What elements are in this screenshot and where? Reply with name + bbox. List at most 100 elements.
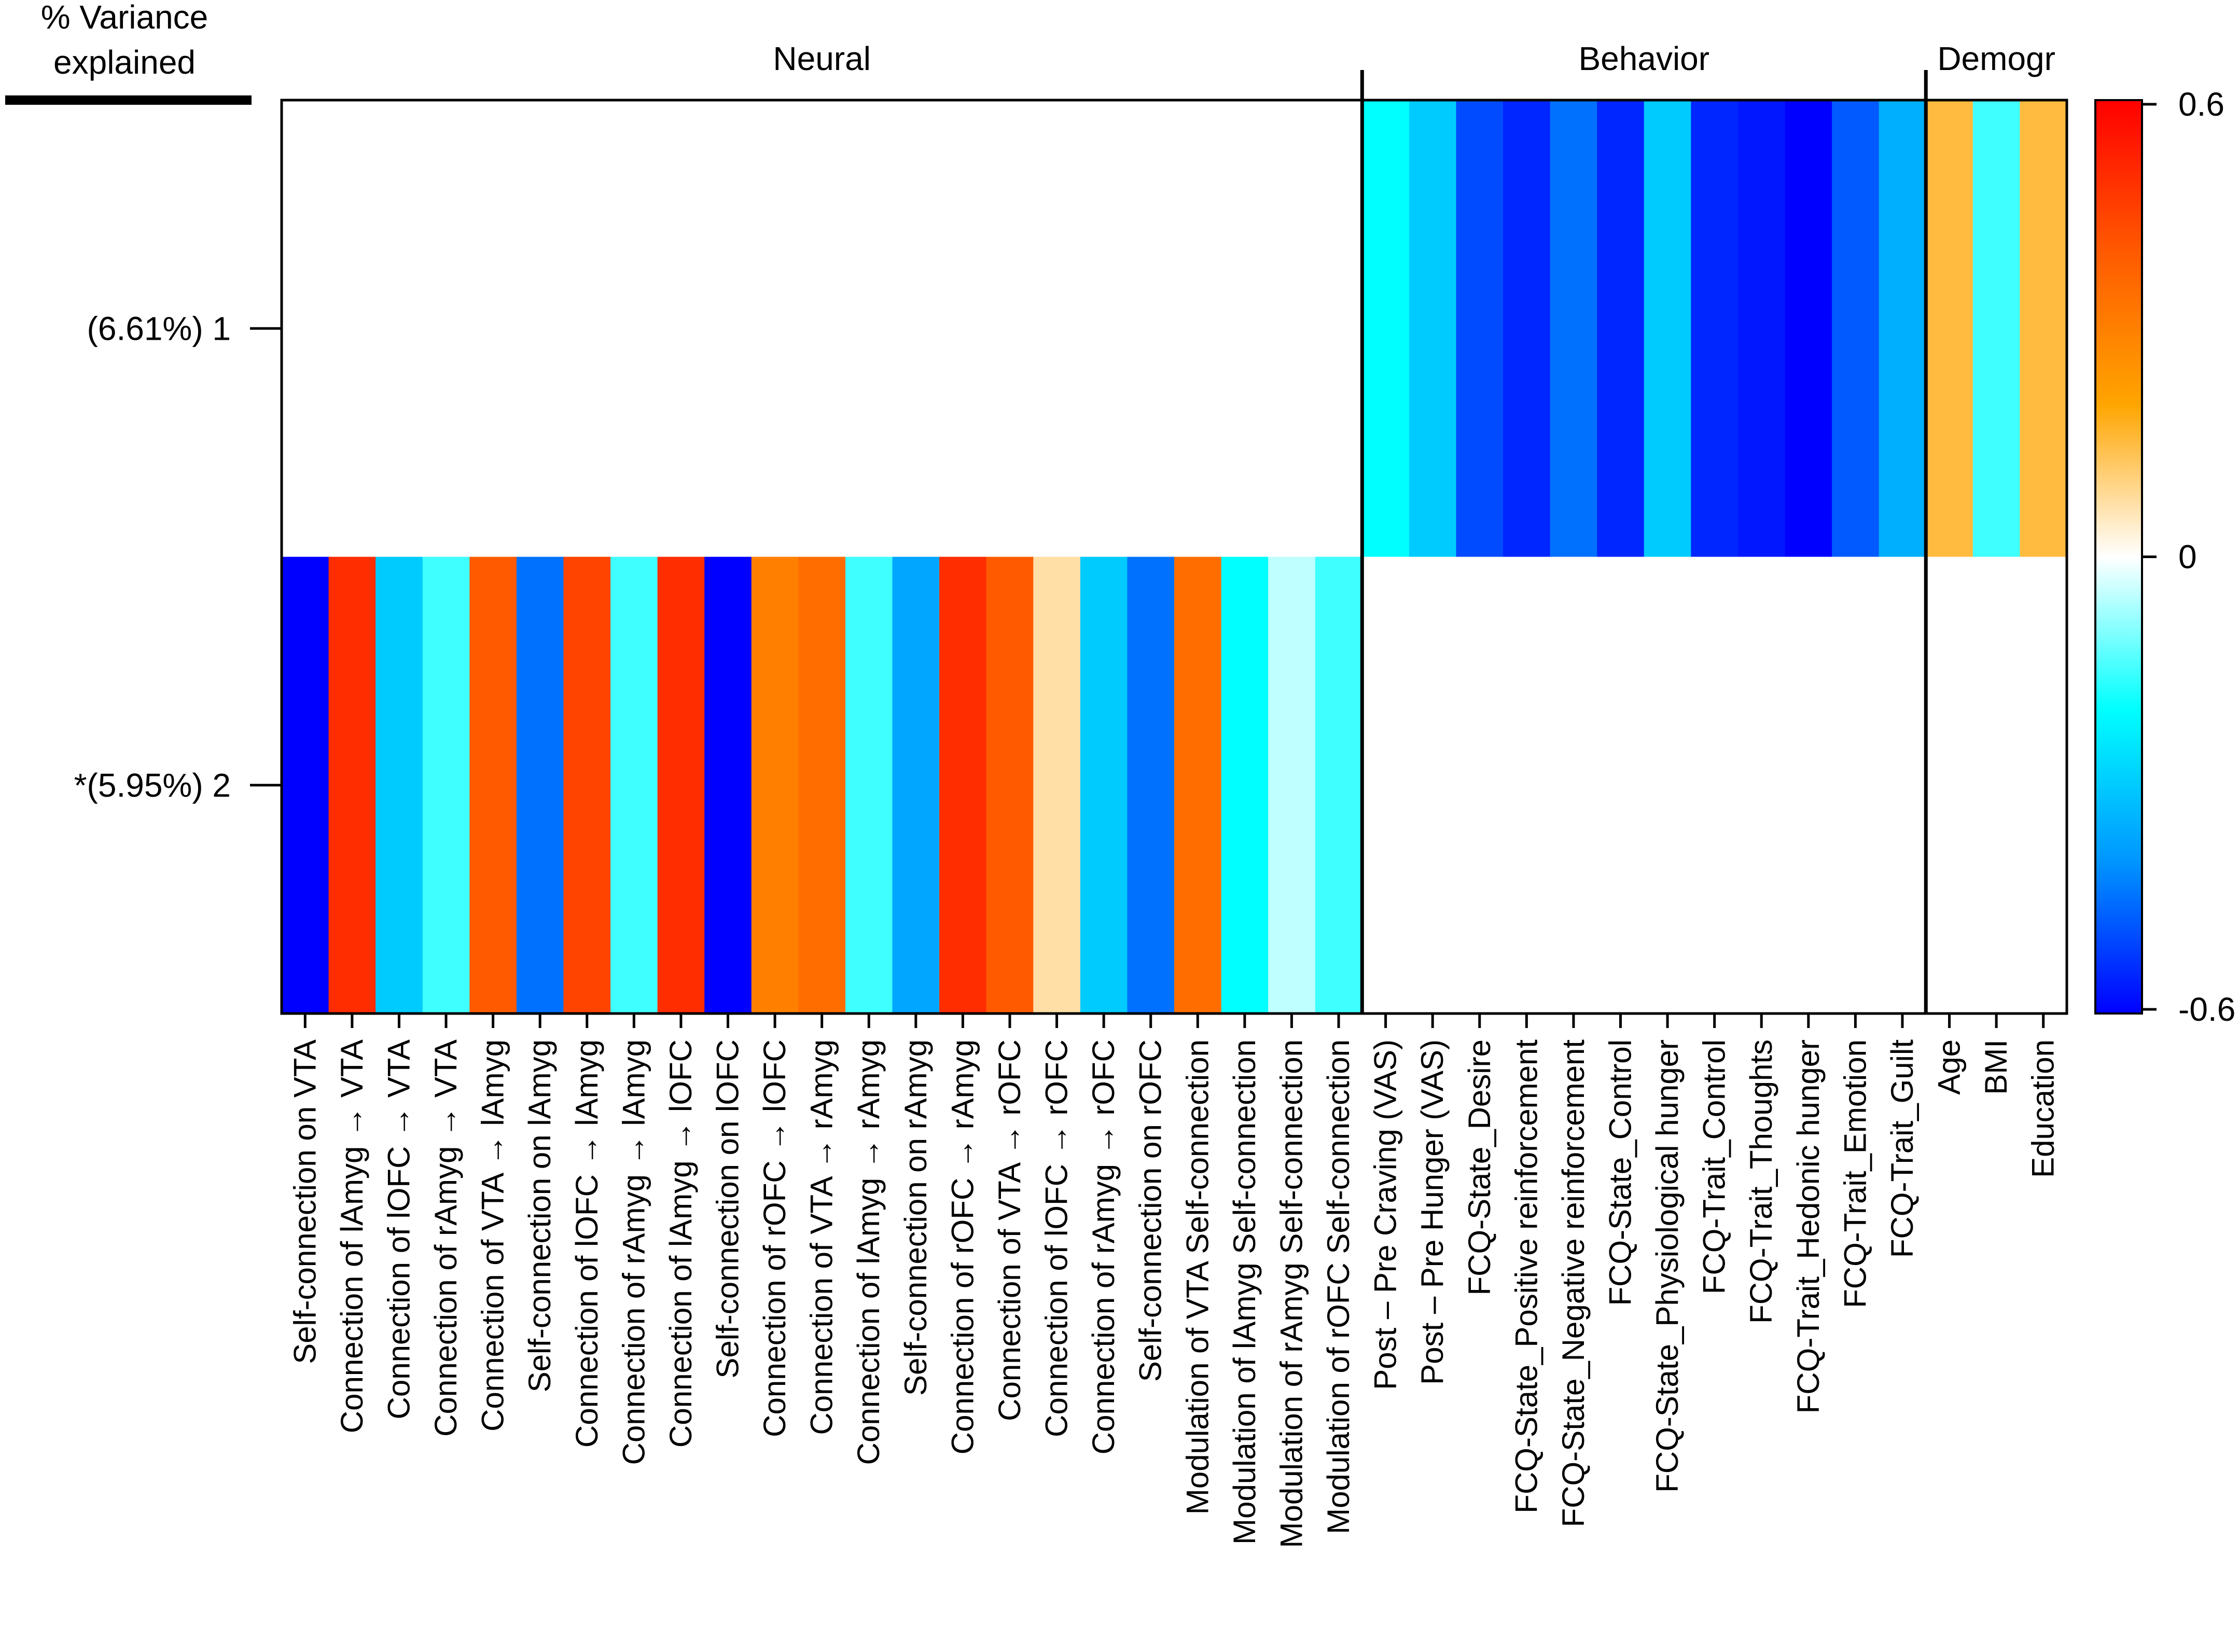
heatmap-cell-r1-c25: [1409, 100, 1457, 558]
column-label-9: Connection of lAmyg → lOFC: [663, 1039, 698, 1448]
heatmap-cell-r1-c3: [376, 100, 423, 558]
heatmap-cell-r2-c9: [657, 557, 705, 1014]
column-label-34: FCQ-Trait_Emotion: [1838, 1039, 1872, 1308]
column-label-19: Self-connection on rOFC: [1133, 1039, 1168, 1382]
heatmap-cell-r2-c19: [1127, 557, 1175, 1014]
row-axis-title-line2: explained: [53, 44, 196, 81]
column-label-7: Connection of lOFC → lAmyg: [569, 1039, 604, 1448]
heatmap-cell-r1-c38: [2020, 100, 2067, 558]
heatmap-cell-r1-c30: [1644, 100, 1691, 558]
heatmap-cell-r2-c21: [1221, 557, 1269, 1014]
group-label-demogr: Demogr: [1937, 40, 2055, 77]
column-label-26: FCQ-State_Desire: [1462, 1039, 1497, 1295]
row-axis-title-line1: % Variance: [41, 0, 208, 36]
heatmap-cells: [282, 100, 2067, 1014]
heatmap-cell-r2-c8: [610, 557, 658, 1014]
heatmap-cell-r1-c26: [1456, 100, 1504, 558]
column-label-13: Connection of lAmyg → rAmyg: [851, 1039, 886, 1465]
heatmap-cell-r1-c9: [657, 100, 705, 558]
column-label-20: Modulation of VTA Self-connection: [1180, 1039, 1215, 1515]
heatmap-cell-r2-c24: [1362, 557, 1410, 1014]
heatmap-frame: [280, 70, 2068, 1015]
column-label-6: Self-connection on lAmyg: [522, 1039, 557, 1392]
heatmap-cell-r2-c23: [1315, 557, 1362, 1014]
heatmap-cell-r1-c2: [328, 100, 376, 558]
column-label-36: Age: [1932, 1039, 1967, 1095]
heatmap-cell-r2-c27: [1503, 557, 1551, 1014]
group-label-behavior: Behavior: [1578, 40, 1709, 77]
heatmap-cell-r2-c18: [1080, 557, 1128, 1014]
row-label-2: *(5.95%) 2: [74, 767, 231, 804]
row-labels: (6.61%) 1 *(5.95%) 2: [74, 310, 282, 804]
colorbar-label-3: -0.6: [2178, 991, 2235, 1028]
column-label-16: Connection of VTA → rOFC: [992, 1039, 1027, 1421]
heatmap-cell-r1-c29: [1597, 100, 1645, 558]
column-label-8: Connection of rAmyg → lAmyg: [616, 1039, 651, 1465]
heatmap-cell-r2-c37: [1972, 557, 2021, 1014]
heatmap-cell-r2-c29: [1597, 557, 1645, 1014]
heatmap-cell-r1-c12: [798, 100, 846, 558]
heatmap-cell-r1-c4: [422, 100, 470, 558]
heatmap-cell-r1-c23: [1315, 100, 1362, 558]
colorbar-gradient: [2094, 99, 2143, 1015]
column-label-15: Connection of rOFC → rAmyg: [945, 1039, 980, 1454]
column-label-28: FCQ-State_Negative reinforcement: [1556, 1039, 1591, 1528]
heatmap-cell-r2-c4: [422, 557, 470, 1014]
heatmap-cell-r1-c10: [704, 100, 752, 558]
heatmap-cell-r1-c8: [610, 100, 658, 558]
column-label-17: Connection of lOFC → rOFC: [1039, 1039, 1074, 1437]
heatmap-cell-r1-c18: [1080, 100, 1128, 558]
heatmap-cell-r1-c28: [1550, 100, 1597, 558]
heatmap-cell-r1-c17: [1033, 100, 1081, 558]
heatmap-cell-r1-c21: [1221, 100, 1269, 558]
heatmap-cell-r2-c12: [798, 557, 846, 1014]
group-label-neural: Neural: [773, 40, 871, 77]
column-label-10: Self-connection on lOFC: [711, 1039, 745, 1379]
column-label-25: Post – Pre Hunger (VAS): [1415, 1039, 1450, 1385]
heatmap-cell-r2-c6: [516, 557, 564, 1014]
heatmap-cell-r2-c32: [1737, 557, 1786, 1014]
heatmap-cell-r2-c15: [939, 557, 987, 1014]
heatmap-cell-r1-c1: [282, 100, 329, 558]
heatmap-cell-r1-c7: [563, 100, 611, 558]
heatmap-cell-r2-c17: [1033, 557, 1081, 1014]
heatmap-cell-r2-c26: [1456, 557, 1504, 1014]
colorbar: 0.6 0 -0.6: [2094, 86, 2235, 1028]
heatmap-cell-r1-c31: [1691, 100, 1739, 558]
heatmap-cell-r2-c36: [1926, 557, 1973, 1014]
heatmap-cell-r2-c22: [1268, 557, 1316, 1014]
column-label-30: FCQ-State_Physiological hunger: [1650, 1039, 1685, 1493]
heatmap-cell-r1-c6: [516, 100, 564, 558]
heatmap-cell-r1-c24: [1362, 100, 1410, 558]
heatmap-cell-r1-c14: [892, 100, 940, 558]
heatmap-cell-r2-c30: [1644, 557, 1691, 1014]
heatmap-border: [280, 99, 2068, 1015]
column-label-4: Connection of rAmyg → VTA: [428, 1039, 463, 1437]
heatmap-cell-r1-c15: [939, 100, 987, 558]
heatmap-cell-r2-c3: [376, 557, 423, 1014]
heatmap-cell-r2-c33: [1785, 557, 1832, 1014]
heatmap-cell-r2-c1: [282, 557, 329, 1014]
heatmap-cell-r1-c13: [845, 100, 893, 558]
heatmap-cell-r1-c19: [1127, 100, 1175, 558]
colorbar-label-2: 0: [2178, 538, 2197, 576]
column-label-33: FCQ-Trait_Hedonic hunger: [1791, 1039, 1826, 1413]
heatmap-cell-r2-c5: [469, 557, 517, 1014]
column-label-2: Connection of lAmyg → VTA: [335, 1039, 369, 1433]
column-label-18: Connection of rAmyg → rOFC: [1086, 1039, 1121, 1454]
column-label-35: FCQ-Trait_Guilt: [1885, 1039, 1920, 1258]
column-label-37: BMI: [1979, 1039, 2013, 1095]
column-label-29: FCQ-State_Control: [1603, 1039, 1638, 1306]
heatmap-cell-r1-c22: [1268, 100, 1316, 558]
column-label-14: Self-connection on rAmyg: [898, 1039, 933, 1396]
heatmap-cell-r2-c7: [563, 557, 611, 1014]
heatmap-cell-r1-c32: [1737, 100, 1786, 558]
heatmap-cell-r2-c34: [1832, 557, 1880, 1014]
column-labels: Self-connection on VTA Connection of lAmy…: [287, 1014, 2061, 1548]
column-label-27: FCQ-State_Positive reinforcement: [1509, 1039, 1543, 1514]
heatmap-cell-r1-c35: [1879, 100, 1926, 558]
heatmap-cell-r1-c27: [1503, 100, 1551, 558]
heatmap-cell-r2-c38: [2020, 557, 2067, 1014]
column-label-1: Self-connection on VTA: [287, 1039, 322, 1364]
